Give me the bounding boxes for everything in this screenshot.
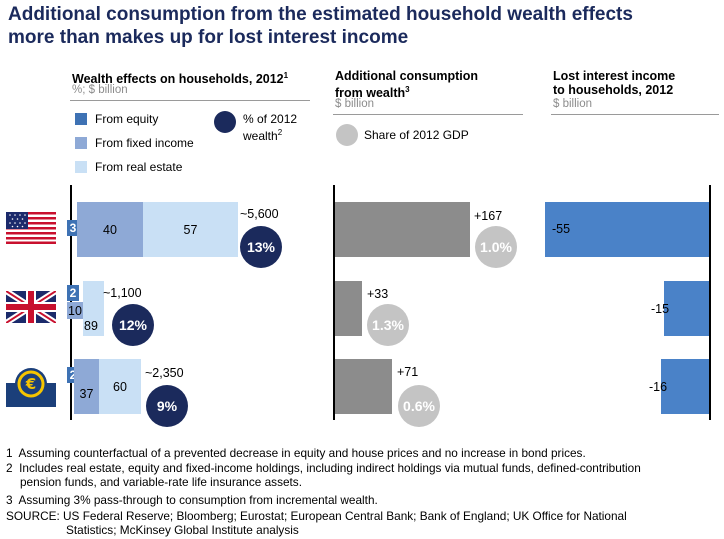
consumption-panel-unit: $ billion	[335, 98, 374, 110]
us-fixed-income-bar: 40	[77, 202, 143, 257]
ez-total-label: ~2,350	[145, 366, 184, 380]
legend-gdp-bubble	[336, 124, 358, 146]
interest-panel-unit: $ billion	[553, 98, 592, 110]
legend-real-estate-swatch	[75, 161, 87, 173]
us-gdp-bubble: 1.0%	[475, 226, 517, 268]
uk-fixed-income-value: 10	[67, 302, 83, 319]
us-fixed-income-value: 40	[103, 222, 117, 237]
interest-axis	[709, 185, 711, 420]
uk-interest-label: -15	[651, 302, 670, 316]
us-consumption-label: +167	[474, 209, 503, 223]
ez-gdp-share: 0.6%	[403, 398, 435, 414]
legend-fixed-income-label: From fixed income	[95, 136, 194, 150]
ez-interest-label: -16	[649, 380, 668, 394]
legend-equity-swatch	[75, 113, 87, 125]
uk-wealth-bubble: 12%	[112, 304, 154, 346]
us-interest-label: -55	[552, 222, 571, 236]
us-total-label: ~5,600	[240, 207, 279, 221]
us-consumption-bar	[335, 202, 470, 257]
wealth-header-rule	[70, 100, 310, 101]
us-wealth-bubble: 13%	[240, 226, 282, 268]
chart-title: Additional consumption from the estimate…	[8, 3, 633, 49]
us-gdp-share: 1.0%	[480, 239, 512, 255]
uk-wealth-pct: 12%	[118, 317, 148, 333]
us-wealth-pct: 13%	[246, 239, 276, 255]
title-line-2: more than makes up for lost interest inc…	[8, 27, 409, 48]
ez-gdp-bubble: 0.6%	[398, 385, 440, 427]
ez-wealth-bubble: 9%	[146, 385, 188, 427]
ez-real-estate-bar: 60	[99, 359, 141, 414]
ez-interest-bar	[661, 359, 709, 414]
uk-total-label: ~1,100	[103, 286, 142, 300]
consumption-header-rule	[333, 114, 523, 115]
us-flag-icon	[6, 212, 56, 244]
legend-equity-label: From equity	[95, 112, 159, 126]
ez-wealth-pct: 9%	[156, 398, 178, 414]
uk-real-estate-bar	[83, 281, 104, 336]
ez-consumption-label: +71	[397, 365, 419, 379]
footnote-1: 1 Assuming counterfactual of a prevented…	[6, 446, 586, 460]
title-line-1: Additional consumption from the estimate…	[8, 4, 633, 25]
interest-panel-title: Lost interest income to households, 2012	[553, 69, 676, 97]
ez-fixed-income-bar: 37	[74, 359, 99, 414]
euro-symbol-icon: €	[6, 368, 56, 407]
uk-gdp-share: 1.3%	[372, 317, 404, 333]
svg-text:€: €	[25, 375, 36, 393]
footnote-2: 2 Includes real estate, equity and fixed…	[6, 461, 641, 489]
uk-flag-icon	[6, 291, 56, 323]
us-real-estate-value: 57	[183, 222, 198, 237]
legend-real-estate-label: From real estate	[95, 160, 183, 174]
legend-wealth-label: % of 2012 wealth2	[243, 112, 298, 143]
footnote-3: 3 Assuming 3% pass-through to consumptio…	[6, 493, 378, 507]
us-real-estate-bar: 57	[143, 202, 238, 257]
source-note: SOURCE: US Federal Reserve; Bloomberg; E…	[6, 509, 627, 537]
uk-interest-bar	[664, 281, 709, 336]
uk-real-estate-value: 89	[84, 319, 98, 333]
uk-consumption-label: +33	[367, 287, 389, 301]
consumption-panel-title: Additional consumption from wealth3	[335, 69, 479, 101]
ez-consumption-bar	[335, 359, 393, 414]
us-interest-bar	[545, 202, 709, 257]
interest-header-rule	[551, 114, 719, 115]
wealth-panel-title: Wealth effects on households, 20121	[72, 71, 289, 87]
uk-consumption-bar	[335, 281, 362, 336]
wealth-panel-unit: %; $ billion	[72, 84, 128, 96]
ez-real-estate-value: 60	[113, 379, 127, 394]
ez-fixed-income-value: 37	[79, 386, 94, 401]
uk-gdp-bubble: 1.3%	[367, 304, 409, 346]
us-equity-value: 3	[67, 220, 79, 236]
legend-gdp-label: Share of 2012 GDP	[364, 128, 469, 142]
legend-fixed-income-swatch	[75, 137, 87, 149]
legend-wealth-bubble	[214, 111, 236, 133]
consumption-axis	[333, 185, 335, 420]
uk-equity-value: 2	[67, 285, 79, 301]
